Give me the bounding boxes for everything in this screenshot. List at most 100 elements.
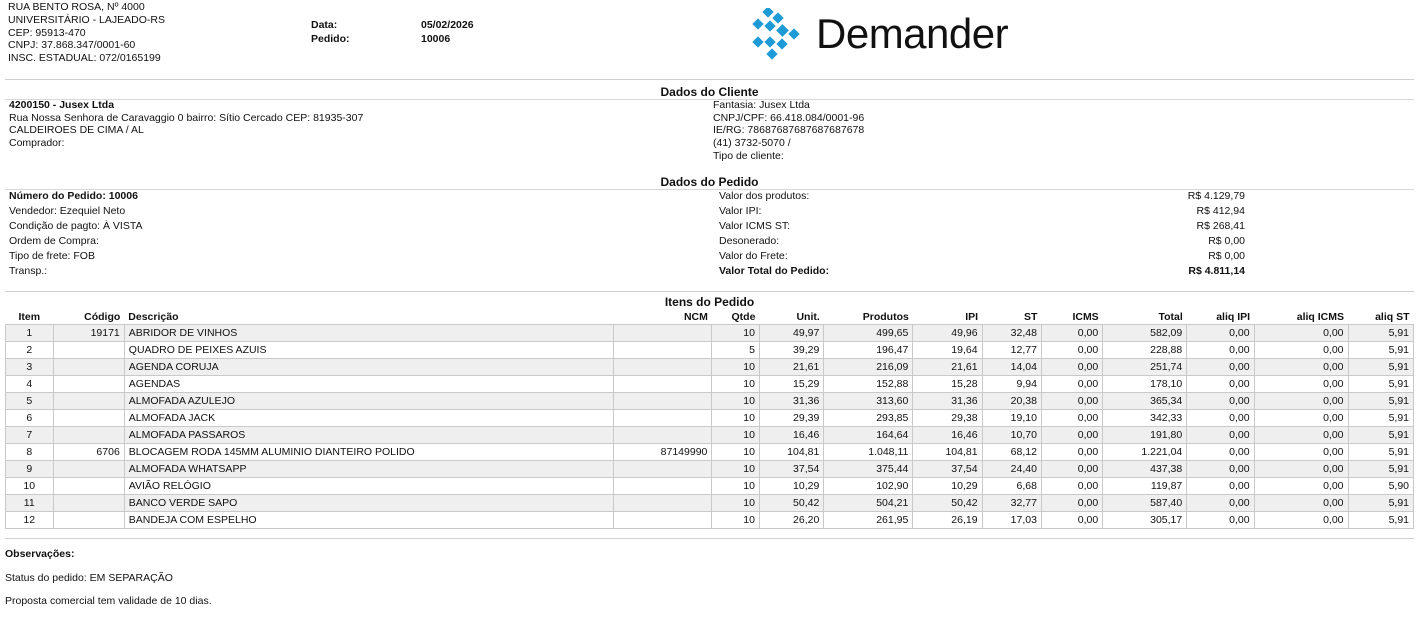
cell-ipi: 21,61 [912, 358, 983, 376]
demander-logo-text: Demander [816, 10, 1009, 57]
cell-products: 152,88 [823, 375, 914, 393]
cell-icms: 0,00 [1040, 511, 1104, 529]
cell-products: 164,64 [823, 426, 914, 444]
value-label-desonerado: Desonerado: [719, 235, 780, 247]
table-row: 2 QUADRO DE PEIXES AZUIS 5 39,29 196,47 19,64… [5, 341, 1415, 359]
items-header-row: Item Código Descrição NCM Qtde Unit. Produtos I… [6, 310, 1414, 325]
proposal-validity: Proposta comercial tem validade de 10 di… [5, 595, 212, 607]
value-ipi: R$ 412,94 [1196, 205, 1245, 217]
value-total: R$ 4.811,14 [1188, 265, 1245, 277]
cell-total: 587,40 [1102, 494, 1188, 512]
cell-ipi: 26,19 [912, 511, 983, 529]
value-label-icms-st: Valor ICMS ST: [719, 220, 790, 232]
cell-aliq-st: 5,91 [1347, 375, 1415, 393]
cell-qty: 10 [711, 409, 760, 427]
cell-aliq-icms: 0,00 [1253, 494, 1349, 512]
cell-description: ABRIDOR DE VINHOS [123, 324, 614, 342]
cell-qty: 10 [711, 477, 760, 495]
col-header-aliq-st: aliq ST [1375, 311, 1410, 323]
client-city: CALDEIROES DE CIMA / AL [9, 124, 144, 136]
cell-products: 216,09 [823, 358, 914, 376]
cell-products: 499,65 [823, 324, 914, 342]
cell-code [52, 358, 125, 376]
cell-unit-price: 49,97 [758, 324, 825, 342]
col-header-st: ST [1024, 311, 1038, 323]
cell-ncm [612, 375, 713, 393]
divider [5, 79, 1414, 80]
cell-description: AGENDA CORUJA [123, 358, 614, 376]
cell-unit-price: 26,20 [758, 511, 825, 529]
cell-aliq-icms: 0,00 [1253, 426, 1349, 444]
cell-total: 178,10 [1102, 375, 1188, 393]
cell-st: 14,04 [981, 358, 1042, 376]
cell-aliq-st: 5,91 [1347, 426, 1415, 444]
cell-aliq-st: 5,91 [1347, 443, 1415, 461]
cell-ipi: 37,54 [912, 460, 983, 478]
col-header-unit-price: Unit. [796, 311, 820, 323]
table-row: 10 AVIÃO RELÓGIO 10 10,29 102,90 10,29 6,68 0,0… [5, 477, 1415, 495]
col-header-icms: ICMS [1072, 311, 1099, 323]
client-buyer: Comprador: [9, 137, 65, 149]
table-row: 7 ALMOFADA PASSAROS 10 16,46 164,64 16,46 10,7… [5, 426, 1415, 444]
col-header-aliq-icms: aliq ICMS [1296, 311, 1345, 323]
client-type: Tipo de cliente: [713, 150, 784, 162]
client-name: 4200150 - Jusex Ltda [9, 99, 115, 111]
cell-aliq-icms: 0,00 [1253, 409, 1349, 427]
cell-ncm [612, 392, 713, 410]
cell-st: 20,38 [981, 392, 1042, 410]
cell-ncm [612, 409, 713, 427]
cell-unit-price: 15,29 [758, 375, 825, 393]
order-value: 10006 [421, 33, 451, 45]
table-row: 9 ALMOFADA WHATSAPP 10 37,54 375,44 37,54 24,4… [5, 460, 1415, 478]
cell-total: 191,80 [1102, 426, 1188, 444]
cell-ipi: 10,29 [912, 477, 983, 495]
cell-ipi: 31,36 [912, 392, 983, 410]
cell-st: 12,77 [981, 341, 1042, 359]
cell-code [52, 375, 125, 393]
cell-icms: 0,00 [1040, 494, 1104, 512]
cell-item: 8 [5, 443, 54, 461]
cell-icms: 0,00 [1040, 392, 1104, 410]
cell-description: ALMOFADA JACK [123, 409, 614, 427]
cell-ncm [612, 324, 713, 342]
table-row: 11 BANCO VERDE SAPO 10 50,42 504,21 50,42 32,7… [5, 494, 1415, 512]
value-label-ipi: Valor IPI: [719, 205, 762, 217]
cell-ncm [612, 341, 713, 359]
col-header-qty: Qtde [731, 311, 756, 323]
order-payment-condition: Condição de pagto: À VISTA [9, 220, 143, 232]
cell-products: 1.048,11 [823, 443, 914, 461]
cell-ipi: 50,42 [912, 494, 983, 512]
client-ie: IE/RG: 78687687687687687678 [713, 124, 865, 136]
cell-aliq-ipi: 0,00 [1186, 409, 1255, 427]
cell-aliq-ipi: 0,00 [1186, 341, 1255, 359]
cell-total: 305,17 [1102, 511, 1188, 529]
cell-total: 365,34 [1102, 392, 1188, 410]
items-table: Item Código Descrição NCM Qtde Unit. Produtos I… [5, 310, 1415, 529]
cell-ipi: 15,28 [912, 375, 983, 393]
cell-st: 32,48 [981, 324, 1042, 342]
cell-icms: 0,00 [1040, 409, 1104, 427]
order-section-title: Dados do Pedido [5, 175, 1414, 190]
cell-aliq-ipi: 0,00 [1186, 324, 1255, 342]
order-carrier: Transp.: [9, 265, 48, 277]
cell-description: AVIÃO RELÓGIO [123, 477, 614, 495]
order-purchase-order: Ordem de Compra: [9, 235, 99, 247]
cell-unit-price: 104,81 [758, 443, 825, 461]
cell-ncm [612, 494, 713, 512]
cell-unit-price: 37,54 [758, 460, 825, 478]
value-label-products: Valor dos produtos: [719, 190, 810, 202]
cell-ipi: 19,64 [912, 341, 983, 359]
cell-aliq-st: 5,91 [1347, 392, 1415, 410]
cell-description: BANDEJA COM ESPELHO [123, 511, 614, 529]
table-row: 12 BANDEJA COM ESPELHO 10 26,20 261,95 26,19 1… [5, 511, 1415, 529]
cell-ipi: 49,96 [912, 324, 983, 342]
cell-aliq-st: 5,91 [1347, 460, 1415, 478]
cell-aliq-icms: 0,00 [1253, 392, 1349, 410]
table-row: 4 AGENDAS 10 15,29 152,88 15,28 9,94 0,00 178,10… [5, 375, 1415, 393]
cell-products: 261,95 [823, 511, 914, 529]
order-freight-type: Tipo de frete: FOB [9, 250, 95, 262]
cell-aliq-ipi: 0,00 [1186, 358, 1255, 376]
cell-aliq-st: 5,91 [1347, 409, 1415, 427]
cell-aliq-icms: 0,00 [1253, 358, 1349, 376]
cell-st: 9,94 [981, 375, 1042, 393]
